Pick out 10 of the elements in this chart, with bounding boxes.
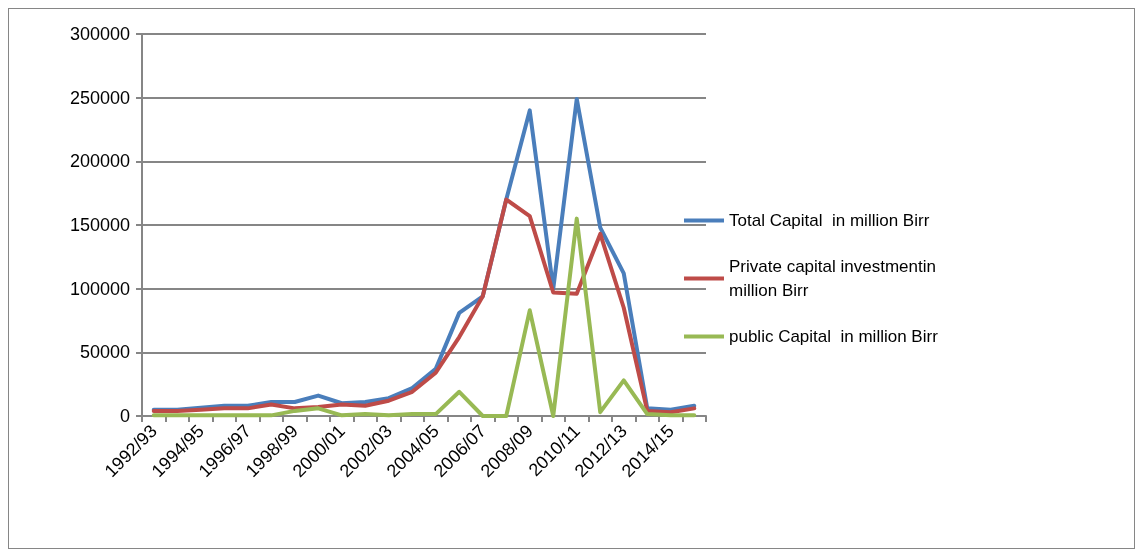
- y-tick-label: 150000: [69, 215, 130, 235]
- legend-label: Total Capital in million Birr: [729, 211, 930, 230]
- y-tick-label: 100000: [69, 278, 130, 299]
- y-tick-label: 0: [119, 406, 130, 426]
- y-tick-label: 50000: [79, 342, 130, 363]
- y-tick-label: 200000: [69, 151, 130, 172]
- y-tick-label: 300000: [69, 24, 130, 44]
- legend-label: Private capital investmentin million Birr: [729, 257, 941, 300]
- legend-label: public Capital in million Birr: [729, 327, 939, 346]
- y-tick-label: 250000: [69, 87, 130, 108]
